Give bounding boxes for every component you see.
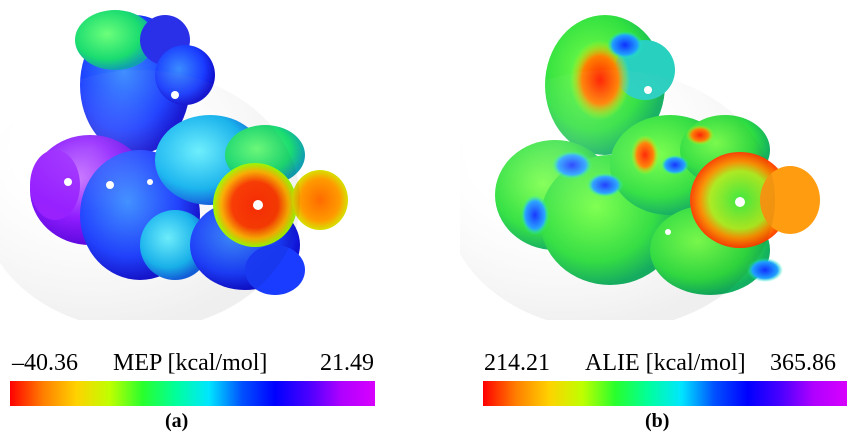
mep-max-value: 21.49 (320, 350, 374, 376)
alie-scale-title: ALIE [kcal/mol] (585, 350, 746, 376)
mep-molecular-surface (0, 10, 348, 320)
alie-molecular-surface (460, 15, 820, 320)
mep-scale-title: MEP [kcal/mol] (113, 350, 268, 376)
alie-max-value: 365.86 (770, 350, 836, 376)
panel-a-label: (a) (165, 410, 189, 432)
alie-min-value: 214.21 (484, 350, 550, 376)
mep-min-value: –40.36 (12, 350, 78, 376)
mep-colorbar (10, 381, 375, 406)
alie-colorbar (483, 381, 847, 406)
panel-b-label: (b) (645, 410, 670, 432)
